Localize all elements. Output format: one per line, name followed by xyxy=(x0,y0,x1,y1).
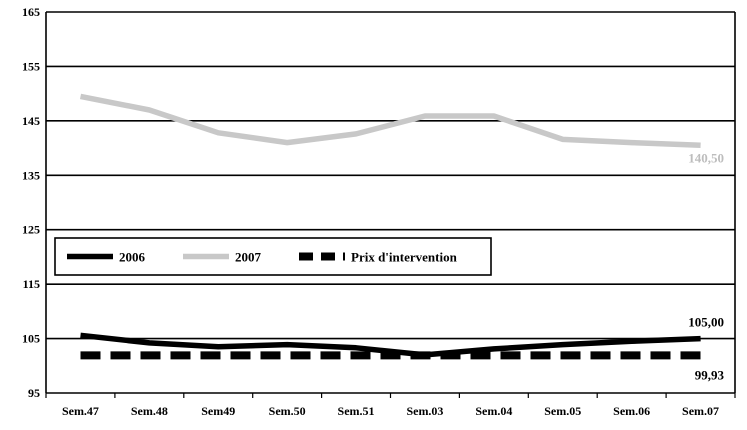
plot-frame xyxy=(45,12,736,398)
y-tick-label: 105 xyxy=(22,332,40,346)
x-tick-label: Sem.48 xyxy=(131,404,168,418)
y-tick-label: 95 xyxy=(28,386,40,400)
end-value-label: 140,50 xyxy=(688,150,724,165)
x-axis-tick-labels: Sem.47 Sem.48 Sem49 Sem.50 Sem.51 Sem.03 Sem.0… xyxy=(62,404,719,418)
x-tick-label: Sem.03 xyxy=(406,404,443,418)
y-tick-label: 165 xyxy=(22,5,40,19)
legend-box xyxy=(54,237,492,276)
x-tick-label: Sem.07 xyxy=(682,404,719,418)
end-value-label: 105,00 xyxy=(688,315,724,330)
series-lines xyxy=(79,93,701,360)
legend-label: 2006 xyxy=(119,250,146,265)
x-tick-label: Sem.04 xyxy=(475,404,512,418)
y-axis-tick-labels: 95 105 115 125 135 145 155 165 xyxy=(22,5,40,400)
x-tick-label: Sem.06 xyxy=(613,404,650,418)
y-tick-label: 125 xyxy=(22,223,40,237)
series-line-0 xyxy=(80,332,701,358)
end-value-label: 99,93 xyxy=(695,367,725,382)
x-tick-label: Sem.50 xyxy=(269,404,306,418)
legend-label: Prix d'intervention xyxy=(351,250,458,265)
x-tick-label: Sem.47 xyxy=(62,404,99,418)
y-tick-label: 155 xyxy=(22,59,40,73)
end-value-labels: 105,00 140,50 99,93 xyxy=(688,150,724,382)
series-line-1 xyxy=(79,93,701,149)
x-tick-label: Sem49 xyxy=(201,404,235,418)
y-tick-label: 135 xyxy=(22,168,40,182)
y-tick-label: 145 xyxy=(22,114,40,128)
legend: 2006 2007 Prix d'intervention xyxy=(54,237,492,276)
x-tick-label: Sem.51 xyxy=(338,404,375,418)
legend-label: 2007 xyxy=(235,250,262,265)
y-tick-label: 115 xyxy=(23,277,40,291)
gridlines xyxy=(46,11,735,394)
x-tick-label: Sem.05 xyxy=(544,404,581,418)
